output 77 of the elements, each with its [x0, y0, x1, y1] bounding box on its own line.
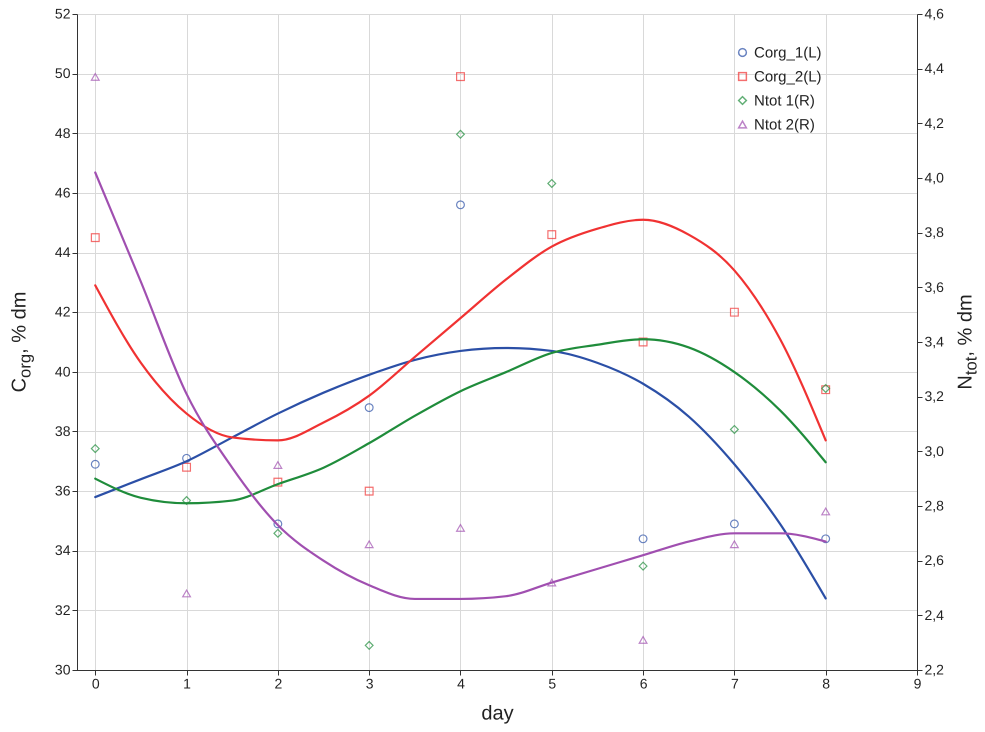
x-tick-label: 5 — [548, 676, 556, 692]
point — [547, 178, 556, 188]
x-tick-label: 7 — [730, 676, 739, 692]
point — [638, 562, 648, 571]
x-tick-label: 3 — [366, 676, 374, 692]
x-axis-title: day — [481, 702, 514, 724]
y2-tick-label: 2,2 — [924, 662, 944, 678]
point — [821, 508, 830, 516]
point — [547, 230, 556, 240]
point — [182, 462, 192, 472]
point — [638, 338, 648, 346]
y2-tick-label: 4,2 — [924, 114, 944, 131]
y-tick-label: 42 — [54, 304, 71, 320]
y-tick-label: 40 — [54, 363, 71, 380]
point — [547, 578, 556, 586]
y2-tick-label: 3,4 — [924, 334, 944, 350]
y-tick-label: 32 — [54, 602, 71, 618]
x-tick-label: 6 — [640, 676, 648, 692]
y2-tick-label: 2,6 — [924, 552, 944, 568]
point — [273, 528, 282, 538]
y2-tick-label: 4,4 — [924, 60, 944, 76]
legend-label: Corg_2(L) — [754, 68, 822, 86]
line-series — [94, 338, 827, 504]
x-tick-label: 9 — [914, 676, 922, 692]
point — [182, 590, 192, 598]
point — [638, 534, 648, 544]
y-tick-label: 34 — [54, 542, 71, 558]
point — [730, 540, 739, 548]
point — [182, 496, 192, 506]
point — [90, 72, 100, 81]
point — [456, 130, 465, 139]
line-series — [94, 171, 827, 600]
point — [364, 540, 374, 548]
y2-tick-label: 4,0 — [924, 170, 944, 186]
point — [364, 403, 374, 412]
point — [364, 486, 374, 496]
point — [273, 519, 282, 528]
y-tick-label: 30 — [54, 662, 71, 678]
y2-tick-label: 2,8 — [924, 498, 944, 514]
point — [90, 233, 100, 242]
point — [821, 534, 830, 544]
y2-tick-label: 2,4 — [924, 606, 944, 623]
y2-tick-label: 4,6 — [924, 6, 944, 22]
point — [730, 308, 739, 317]
x-tick-label: 0 — [92, 676, 100, 692]
point — [90, 444, 100, 454]
x-tick-label: 8 — [822, 676, 830, 692]
point — [90, 460, 100, 469]
y-tick-label: 52 — [54, 6, 71, 22]
y-tick-label: 44 — [54, 244, 71, 260]
point — [638, 636, 648, 644]
point — [364, 640, 374, 650]
y2-tick-label: 3,8 — [924, 224, 944, 240]
y-tick-label: 46 — [54, 184, 71, 200]
x-tick-label: 4 — [457, 676, 466, 692]
point — [730, 424, 739, 434]
point — [730, 519, 739, 528]
x-tick-label: 1 — [183, 676, 192, 692]
point — [182, 454, 192, 463]
y-tick-label: 50 — [54, 65, 71, 82]
line-series — [94, 218, 827, 442]
y-tick-label: 38 — [54, 422, 71, 439]
y2-tick-label: 3,0 — [924, 442, 944, 459]
point — [273, 461, 282, 469]
point — [456, 524, 465, 532]
y2-tick-label: 3,6 — [924, 278, 944, 295]
legend-label: Corg_1(L) — [754, 44, 822, 62]
point — [456, 72, 465, 82]
line-series — [94, 346, 827, 600]
x-tick-label: 2 — [274, 676, 282, 692]
y2-tick-label: 3,2 — [924, 388, 944, 404]
legend-label: Ntot 2(R) — [754, 116, 815, 134]
y-tick-label: 48 — [54, 124, 71, 141]
point — [273, 478, 282, 487]
point — [456, 200, 465, 210]
legend-label: Ntot 1(R) — [754, 92, 815, 110]
y-tick-label: 36 — [54, 482, 71, 499]
